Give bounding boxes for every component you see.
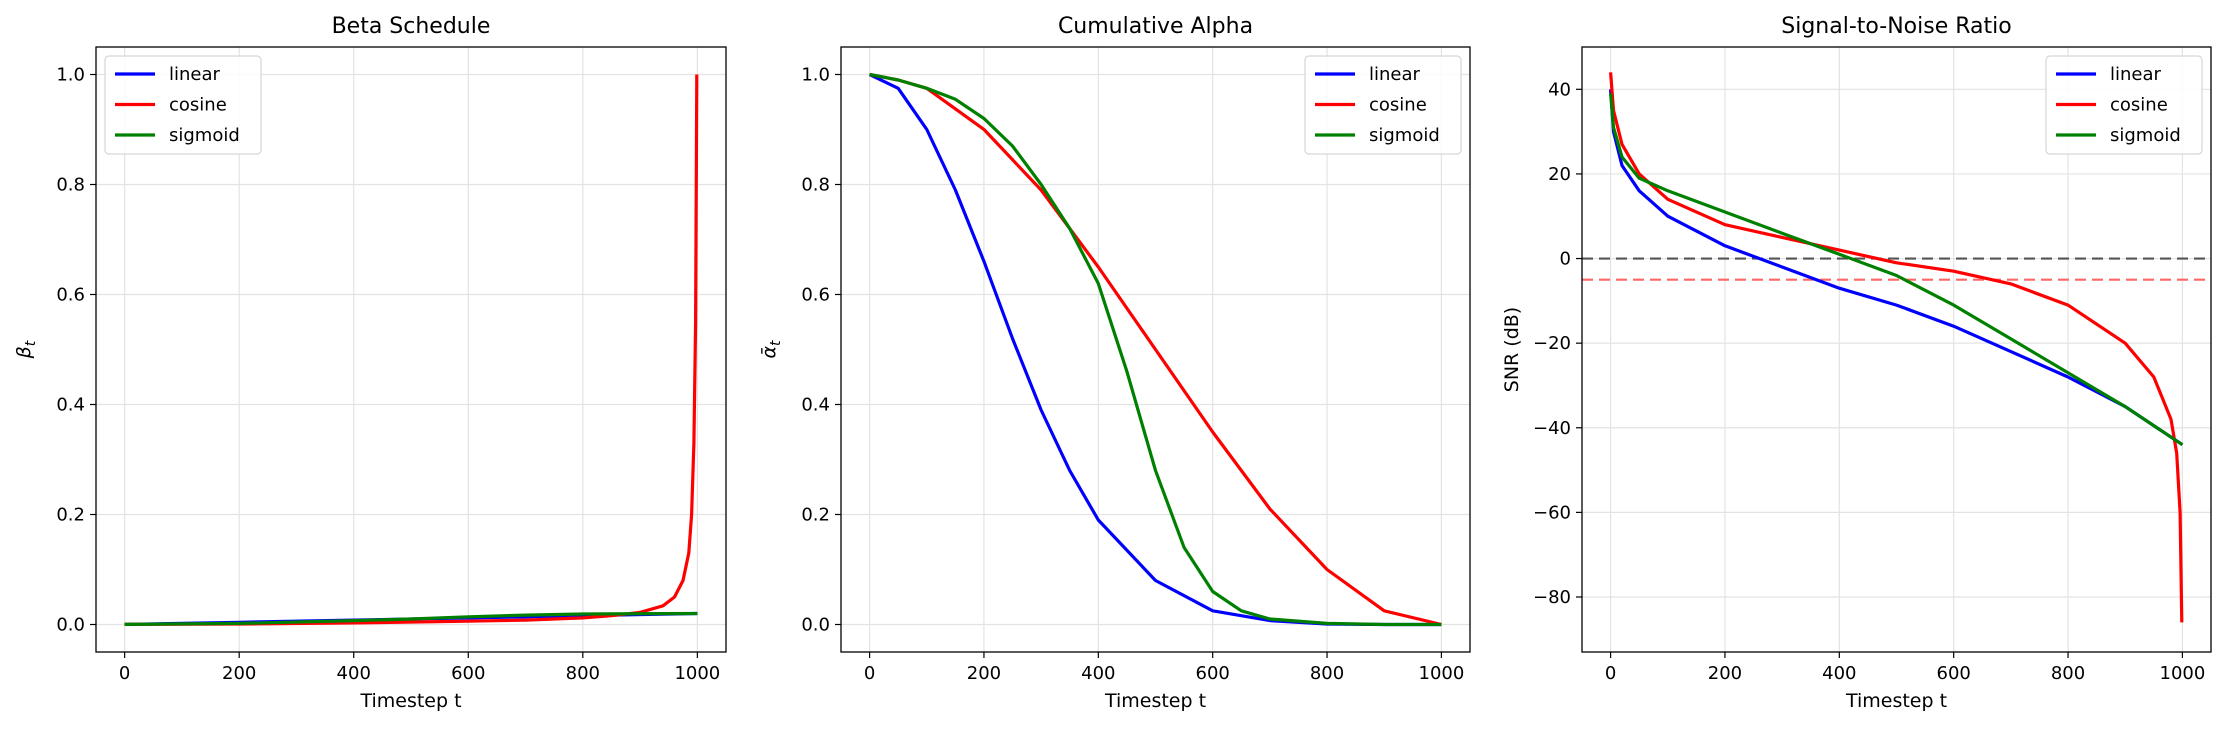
y-tick-label: 0.4 (56, 395, 85, 416)
subplot-2: 0 200 400 600 800 1000 0.0 0.2 0.4 0.6 0.8 1.0 Cumul… (758, 14, 1471, 712)
y-axis-label: ᾱt (758, 340, 784, 359)
x-tick-label: 800 (566, 663, 600, 684)
subplot-3: 0 200 400 600 800 1000 −80 −60 −40 −20 0 20 40 Signal… (1501, 14, 2212, 712)
legend-label-cosine: cosine (2110, 95, 2168, 116)
x-axis-label: Timestep t (1104, 690, 1206, 712)
legend-label-cosine: cosine (1369, 95, 1427, 116)
x-tick-label: 1000 (1419, 663, 1465, 684)
y-axis-label: βt (13, 340, 39, 359)
legend-label-linear: linear (1369, 64, 1421, 85)
x-tick-label: 400 (1822, 663, 1856, 684)
axes-frame (1581, 46, 2212, 653)
chart-title: Cumulative Alpha (1058, 14, 1253, 39)
y-tick-label: 0.8 (56, 175, 85, 196)
x-tick-label: 200 (1708, 663, 1742, 684)
legend-label-linear: linear (2110, 64, 2162, 85)
series-line-cosine (869, 72, 1442, 627)
y-tick-label: 0.0 (56, 615, 85, 636)
legend-label-sigmoid: sigmoid (169, 125, 240, 146)
series-line-cosine (1609, 72, 2184, 623)
legend-label-cosine: cosine (169, 95, 227, 116)
legend-label-sigmoid: sigmoid (2110, 125, 2181, 146)
y-tick-label: −20 (1533, 333, 1571, 354)
y-tick-label: 0.4 (801, 395, 830, 416)
x-tick-label: 0 (119, 663, 130, 684)
series-line-linear (1609, 89, 2184, 447)
y-tick-label: 0.2 (801, 505, 830, 526)
y-tick-label: −40 (1533, 418, 1571, 439)
x-tick-label: 400 (1081, 663, 1115, 684)
subplot-1: 0 200 400 600 800 1000 0.0 0.2 0.4 0.6 0.8 1.0 Beta … (13, 14, 727, 712)
y-tick-label: −60 (1533, 502, 1571, 523)
y-tick-label: −80 (1533, 587, 1571, 608)
legend-box (1304, 55, 1462, 155)
x-tick-label: 800 (1310, 663, 1344, 684)
y-tick-label: 0.2 (56, 505, 85, 526)
series-line-sigmoid (1609, 93, 2184, 447)
legend-box (104, 55, 262, 155)
y-tick-label: 0.6 (56, 285, 85, 306)
y-tick-label: 0.6 (801, 285, 830, 306)
x-tick-label: 1000 (674, 663, 720, 684)
x-tick-label: 400 (337, 663, 371, 684)
x-tick-label: 600 (1196, 663, 1230, 684)
x-tick-label: 200 (967, 663, 1001, 684)
x-tick-label: 200 (222, 663, 256, 684)
chart-title: Signal-to-Noise Ratio (1781, 14, 2011, 39)
series-line-cosine (124, 74, 699, 626)
x-axis-label: Timestep t (1845, 690, 1947, 712)
x-tick-label: 600 (451, 663, 485, 684)
x-tick-label: 600 (1937, 663, 1971, 684)
axes-frame (840, 46, 1471, 653)
y-tick-label: 20 (1548, 164, 1571, 185)
legend-label-sigmoid: sigmoid (1369, 125, 1440, 146)
series-line-sigmoid (124, 611, 698, 626)
y-tick-label: 1.0 (56, 65, 85, 86)
legend-label-linear: linear (169, 64, 221, 85)
y-axis-label: SNR (dB) (1501, 307, 1523, 392)
legend: linear cosine sigmoid (1304, 55, 1462, 155)
x-tick-label: 0 (1605, 663, 1616, 684)
legend: linear cosine sigmoid (2045, 55, 2203, 155)
y-tick-label: 0 (1560, 249, 1571, 270)
legend-box (2045, 55, 2203, 155)
y-tick-label: 0.0 (801, 615, 830, 636)
x-tick-label: 1000 (2160, 663, 2206, 684)
x-tick-label: 800 (2051, 663, 2085, 684)
axes-frame (95, 46, 727, 653)
x-tick-label: 0 (864, 663, 875, 684)
y-tick-label: 40 (1548, 79, 1571, 100)
chart-title: Beta Schedule (332, 14, 491, 39)
series-line-sigmoid (869, 72, 1442, 627)
y-tick-label: 0.8 (801, 175, 830, 196)
x-axis-label: Timestep t (359, 690, 461, 712)
y-tick-label: 1.0 (801, 65, 830, 86)
legend: linear cosine sigmoid (104, 55, 262, 155)
